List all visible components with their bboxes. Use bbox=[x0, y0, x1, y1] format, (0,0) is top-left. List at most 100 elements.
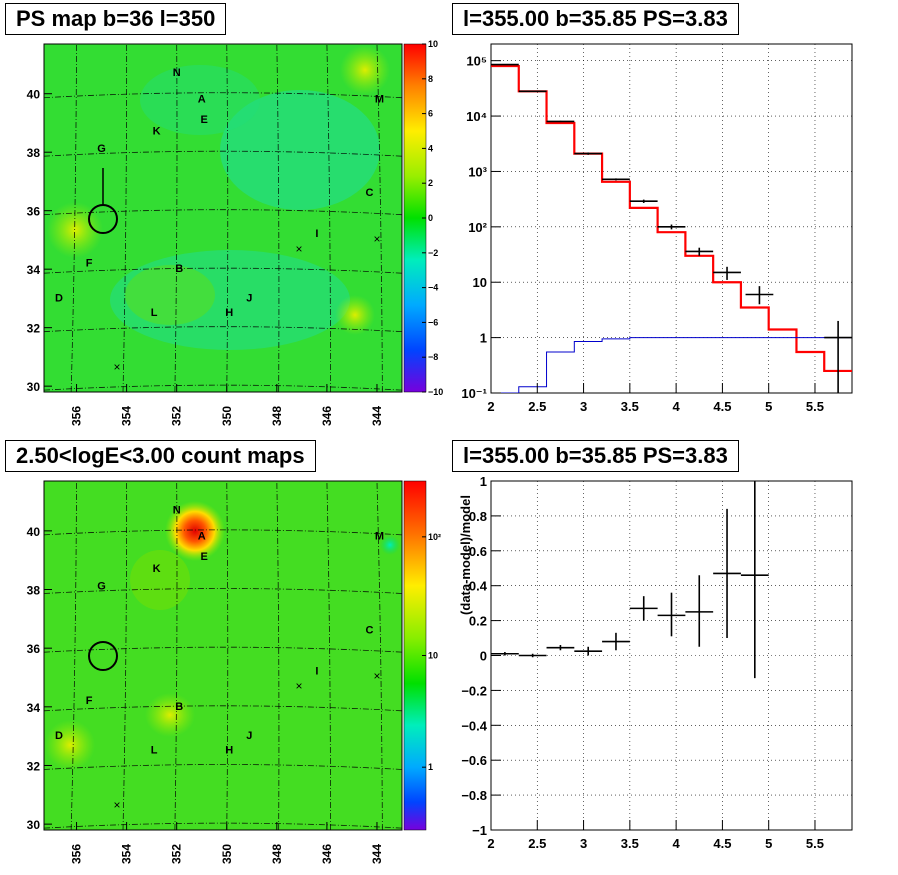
y-tick-label: 10³ bbox=[468, 164, 487, 179]
source-label: D bbox=[55, 730, 63, 742]
source-label: E bbox=[201, 114, 208, 126]
x-tick-label: 354 bbox=[120, 406, 134, 426]
source-label: B bbox=[175, 701, 183, 713]
x-tick-label: 346 bbox=[320, 406, 334, 426]
colorbar-tick-label: 8 bbox=[428, 74, 433, 84]
y-tick-label: 10⁻¹ bbox=[461, 386, 487, 401]
x-tick-label: 348 bbox=[270, 406, 284, 426]
colorbar-tick-label: 6 bbox=[428, 109, 433, 119]
data-point bbox=[602, 178, 630, 181]
residual-point bbox=[602, 632, 630, 651]
parallel-line bbox=[44, 150, 402, 157]
y-tick-label: −0.8 bbox=[461, 788, 487, 803]
y-tick-label: 36 bbox=[27, 205, 41, 219]
data-point bbox=[629, 199, 658, 203]
y-tick-label: 0.4 bbox=[469, 579, 488, 594]
data-point bbox=[685, 247, 714, 256]
meridian-line bbox=[276, 481, 280, 830]
source-label: H bbox=[225, 745, 233, 757]
meridian-line bbox=[174, 481, 178, 830]
ps-map-axes: 356 354 352 350 348 346 344 40 38 36 34 32 30 bbox=[27, 88, 384, 426]
parallel-line bbox=[44, 822, 402, 829]
source-label: D bbox=[55, 292, 63, 304]
x-tick-label: 4 bbox=[673, 836, 681, 851]
meridian-line bbox=[122, 481, 128, 830]
marker-x: × bbox=[295, 679, 302, 693]
source-a-hotspot bbox=[165, 501, 225, 561]
y-tick-label: 32 bbox=[27, 759, 41, 773]
y-tick-label: 38 bbox=[27, 584, 41, 598]
meridian-line bbox=[70, 481, 77, 830]
colorbar-tick-label: −2 bbox=[428, 248, 438, 258]
x-tick-label: 5.5 bbox=[806, 836, 824, 851]
x-tick-label: 2.5 bbox=[528, 836, 546, 851]
y-tick-label: 34 bbox=[27, 263, 41, 277]
x-tick-label: 346 bbox=[320, 844, 334, 864]
residual-point bbox=[574, 646, 603, 656]
colorbar-tick-label: 0 bbox=[428, 213, 433, 223]
source-label: N bbox=[173, 504, 181, 516]
residual-grid bbox=[491, 481, 852, 830]
source-label: J bbox=[246, 292, 252, 304]
residual-point bbox=[518, 653, 547, 658]
meridian-line bbox=[174, 44, 178, 392]
data-point bbox=[657, 224, 686, 230]
data-point bbox=[546, 120, 575, 123]
y-tick-label: −0.2 bbox=[461, 683, 487, 698]
source-label: A bbox=[198, 531, 206, 543]
meridian-line bbox=[70, 44, 77, 392]
x-tick-label: 350 bbox=[220, 406, 234, 426]
source-label: I bbox=[315, 666, 318, 678]
parallel-line bbox=[44, 764, 402, 770]
source-label: C bbox=[365, 625, 373, 637]
count-map-title: 2.50<logE<3.00 count maps bbox=[5, 440, 316, 472]
y-tick-label: 10 bbox=[473, 275, 487, 290]
x-tick-label: 3 bbox=[580, 836, 587, 851]
source-label: M bbox=[375, 93, 384, 105]
colorbar-tick-label: 10 bbox=[428, 39, 438, 49]
residual-point bbox=[657, 592, 686, 637]
colorbar-tick-label: 10 bbox=[428, 651, 438, 661]
x-tick-label: 356 bbox=[70, 844, 84, 864]
y-tick-label: 0 bbox=[480, 649, 487, 664]
marker-x: × bbox=[373, 232, 380, 246]
ps-map-sources: N A M E K G C I F B D J L H bbox=[55, 67, 384, 319]
y-tick-label: 1 bbox=[480, 474, 487, 489]
x-tick-label: 5 bbox=[765, 399, 772, 414]
residual-title: l=355.00 b=35.85 PS=3.83 bbox=[452, 440, 739, 472]
x-tick-label: 2.5 bbox=[528, 399, 546, 414]
colorbar-tick-label: −6 bbox=[428, 317, 438, 327]
ps-colorbar-ticks: 10 8 6 4 2 0 −2 −4 −6 −8 −10 bbox=[422, 39, 443, 397]
spectrum-frame bbox=[490, 43, 853, 394]
y-tick-label: −0.4 bbox=[461, 718, 487, 733]
x-tick-label: 5.5 bbox=[806, 399, 824, 414]
colorbar-tick-label: 4 bbox=[428, 143, 433, 153]
parallel-line bbox=[44, 92, 402, 99]
residual-point bbox=[685, 575, 714, 647]
y-tick-label: 10⁴ bbox=[466, 109, 487, 124]
count-map-texture bbox=[45, 501, 400, 770]
spectrum-panel: 2 2.5 3 3.5 4 4.5 5 5.5 10⁻¹ 1 10 10² 10³ 10⁴ 10⁵ bbox=[461, 43, 853, 414]
source-label: L bbox=[151, 745, 158, 757]
x-tick-label: 348 bbox=[270, 844, 284, 864]
marker-x: × bbox=[295, 242, 302, 256]
count-colorbar-ticks: 10² 10 1 bbox=[422, 532, 441, 772]
meridian-line bbox=[326, 44, 331, 392]
meridian-line bbox=[276, 44, 280, 392]
x-tick-label: 2 bbox=[487, 836, 494, 851]
meridian-line bbox=[326, 481, 331, 830]
data-point bbox=[824, 320, 852, 393]
x-tick-label: 3.5 bbox=[621, 836, 639, 851]
x-tick-label: 4.5 bbox=[713, 399, 731, 414]
residual-point bbox=[546, 645, 575, 651]
source-label: G bbox=[97, 581, 106, 593]
x-tick-label: 5 bbox=[765, 836, 772, 851]
marker-x: × bbox=[113, 360, 120, 374]
data-point bbox=[745, 286, 774, 305]
ps-map-grid bbox=[44, 44, 402, 392]
ps-map-texture bbox=[47, 45, 390, 350]
colorbar-tick-label: −10 bbox=[428, 387, 443, 397]
